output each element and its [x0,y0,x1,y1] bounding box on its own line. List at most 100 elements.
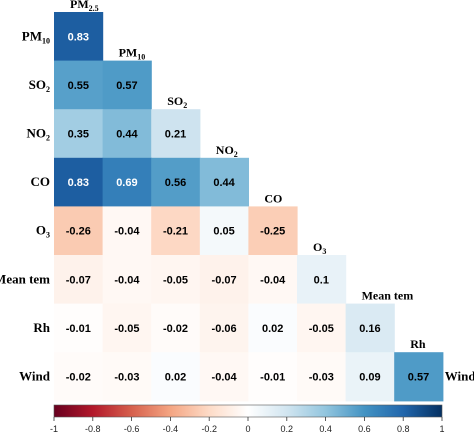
cell-value-label: -0.07 [66,274,91,286]
heatmap-cell [102,157,152,207]
colorbar-tick-label: 0.8 [397,424,410,434]
cell-value-label: -0.01 [66,323,91,335]
heatmap-cell [297,303,347,353]
column-label: PM2.5 [70,0,99,13]
colorbar-tick-label: 0.6 [358,424,371,434]
cell-value-label: -0.05 [114,323,139,335]
row-label: Mean tem [0,271,50,286]
column-label: PM10 [119,46,146,62]
heatmap-cell [345,352,395,402]
row-label: Wind [19,369,51,384]
cell-value-label: -0.04 [114,226,140,238]
row-label: SO2 [29,77,50,94]
heatmap-cell [102,109,152,159]
heatmap-cell [54,255,104,305]
colorbar-tick-label: -0.8 [85,424,101,434]
column-label-main: Rh [410,337,426,351]
heatmap-cell [297,255,347,305]
cell-value-label: 0.83 [68,177,89,189]
heatmap-cell [199,255,249,305]
colorbar-tick-label: 0 [245,424,250,434]
column-label: NO2 [216,143,238,159]
heatmap-cell [102,303,152,353]
heatmap-cell [248,206,298,256]
heatmap-cell [102,206,152,256]
column-label-subscript: 2 [234,150,238,159]
colorbar-legend: -1 -0.8 -0.6 -0.4 -0.2 0 0.2 0.4 0.6 0.8 1 [50,404,445,434]
cell-value-label: 0.57 [408,372,429,384]
row-label-subscript: 2 [46,134,50,143]
cell-value-label: -0.01 [260,372,285,384]
column-label-main: Mean tem [362,289,414,303]
row-label: O3 [36,223,50,240]
heatmap-cell [199,206,249,256]
cell-value-label: 0.35 [68,129,89,141]
heatmap-cell [54,303,104,353]
heatmap-cell [199,303,249,353]
column-label-last-main: Wind [445,369,474,384]
column-label: Rh [410,337,426,351]
heatmap-cell [54,109,104,159]
column-label-subscript: 2.5 [89,4,99,13]
heatmap-cell [151,157,201,207]
heatmap-cell [102,352,152,402]
column-label: O3 [313,240,326,256]
cell-value-label: -0.05 [309,323,334,335]
colorbar-tick-label: 1 [439,424,444,434]
colorbar-gradient [53,404,443,418]
heatmap-cell [151,206,201,256]
cell-value-label: -0.04 [260,274,286,286]
cell-value-label: 0.83 [68,31,89,43]
heatmap-cell [54,12,104,62]
colorbar-tick-label: -0.6 [124,424,140,434]
column-label: SO2 [167,94,187,110]
row-label-main: SO [29,77,46,92]
heatmap-cell [248,303,298,353]
colorbar-tick-label: 0.2 [281,424,294,434]
cell-value-label: -0.02 [163,323,188,335]
column-label-main: PM [70,0,89,11]
cell-value-label: 0.44 [116,129,138,141]
cell-value-label: 0.57 [116,80,137,92]
row-label-main: Wind [19,369,51,384]
cell-value-label: -0.07 [212,274,237,286]
column-label-main: O [313,240,322,254]
column-label-last: Wind [445,369,474,384]
heatmap-cell [394,352,444,402]
heatmap-cell [199,157,249,207]
cell-value-label: -0.02 [66,372,91,384]
heatmap-cell [54,206,104,256]
heatmap-cell [151,109,201,159]
cell-value-label: 0.21 [165,129,186,141]
column-label-subscript: 3 [322,247,326,256]
colorbar-tick-label: -0.4 [163,424,179,434]
row-label: NO2 [27,126,51,143]
column-label-main: PM [119,46,138,60]
heatmap-cell [102,255,152,305]
row-label: Rh [33,320,50,335]
cell-value-label: -0.05 [163,274,188,286]
heatmap-cell [345,303,395,353]
column-label-main: NO [216,143,234,157]
heatmap-cell [199,352,249,402]
row-label: PM10 [22,28,50,45]
cell-value-label: 0.05 [213,226,234,238]
cell-value-label: -0.26 [66,226,91,238]
column-label-subscript: 2 [183,101,187,110]
cell-value-label: 0.16 [359,323,380,335]
row-label-main: PM [22,28,42,43]
heatmap-cell [54,352,104,402]
column-label-main: CO [264,191,282,205]
heatmap-cell [151,303,201,353]
colorbar-tick-label: -0.2 [201,424,217,434]
cell-value-label: 0.1 [314,274,329,286]
heatmap-cell [151,255,201,305]
heatmap-cell [102,60,152,110]
cell-value-label: 0.02 [165,372,186,384]
cell-value-label: -0.04 [114,274,140,286]
cell-value-label: 0.09 [359,372,380,384]
row-label-main: Mean tem [0,271,50,286]
